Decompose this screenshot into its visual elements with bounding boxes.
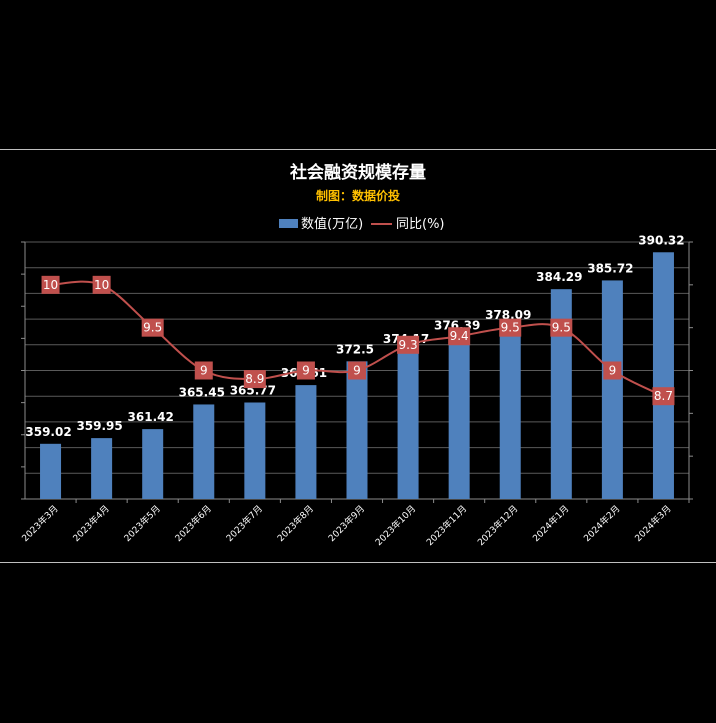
- legend: 数值(万亿) 同比(%): [279, 216, 445, 232]
- x-tick-label: 2023年10月: [373, 503, 419, 549]
- yoy-point-box: [296, 361, 315, 380]
- bar-value-label: 378.09: [485, 308, 531, 322]
- bar: [346, 361, 368, 499]
- x-tick-label: 2024年3月: [632, 503, 673, 544]
- bar: [142, 429, 164, 499]
- yoy-point-box: [41, 275, 60, 294]
- yoy-point-label: 9.5: [143, 321, 162, 335]
- yoy-point-label: 8.7: [654, 389, 673, 403]
- yoy-point-label: 10: [43, 278, 58, 292]
- yoy-point-box: [603, 361, 622, 380]
- bar-value-label: 361.42: [128, 410, 174, 424]
- yoy-point-label: 9.3: [399, 338, 418, 352]
- legend-line-label: 同比(%): [396, 217, 445, 232]
- bar-value-label: 365.45: [179, 385, 225, 399]
- yoy-point-box: [141, 318, 164, 337]
- bar-value-label: 385.72: [587, 261, 633, 275]
- yoy-point-label: 9: [302, 364, 310, 378]
- bar-value-label: 359.02: [25, 425, 71, 439]
- bar: [40, 443, 62, 499]
- yoy-point-label: 9: [353, 364, 361, 378]
- bottom-divider: [0, 562, 716, 563]
- yoy-point-label: 9.4: [450, 329, 469, 343]
- bar: [193, 404, 215, 499]
- bar-value-label: 359.95: [76, 419, 122, 433]
- chart-subtitle: 制图：数据价投: [316, 188, 400, 203]
- legend-bar-label: 数值(万亿): [301, 216, 363, 232]
- top-divider: [0, 149, 716, 150]
- plot-area: 359.02359.95361.42365.45365.77368.61372.…: [19, 233, 693, 548]
- x-tick-label: 2023年5月: [121, 503, 162, 544]
- bar-value-label: 372.5: [336, 342, 374, 356]
- bar-value-label: 384.29: [536, 270, 582, 284]
- bar-value-label: 390.32: [638, 233, 684, 247]
- bar: [652, 252, 674, 499]
- yoy-point-box: [499, 318, 522, 337]
- yoy-point-box: [348, 361, 366, 380]
- yoy-point-box: [92, 275, 111, 294]
- yoy-point-label: 10: [94, 278, 109, 292]
- bar: [244, 402, 266, 499]
- bar: [601, 280, 623, 499]
- chart-title: 社会融资规模存量: [289, 162, 426, 183]
- yoy-point-box: [243, 370, 266, 389]
- x-tick-label: 2023年6月: [172, 503, 213, 544]
- x-tick-label: 2024年1月: [530, 503, 571, 544]
- yoy-point-box: [448, 327, 471, 346]
- bar: [499, 327, 521, 499]
- bar: [550, 289, 572, 499]
- x-tick-label: 2023年12月: [475, 503, 521, 549]
- bar: [295, 385, 317, 499]
- x-tick-label: 2023年4月: [70, 503, 111, 544]
- yoy-point-label: 9.5: [501, 321, 520, 335]
- yoy-point-label: 9: [200, 364, 208, 378]
- x-tick-label: 2024年2月: [581, 503, 622, 544]
- x-tick-label: 2023年11月: [424, 503, 470, 549]
- yoy-point-box: [194, 361, 213, 380]
- x-tick-label: 2023年8月: [275, 503, 316, 544]
- bar: [91, 438, 113, 499]
- legend-bar-swatch: [279, 219, 298, 228]
- yoy-point-label: 9.5: [552, 321, 571, 335]
- yoy-point-box: [652, 387, 675, 406]
- x-tick-label: 2023年3月: [19, 503, 60, 544]
- yoy-point-box: [550, 318, 573, 337]
- x-tick-label: 2023年7月: [224, 503, 265, 544]
- yoy-point-label: 9: [609, 364, 617, 378]
- yoy-point-label: 8.9: [245, 372, 264, 386]
- x-tick-label: 2023年9月: [326, 503, 367, 544]
- bar: [397, 351, 419, 499]
- bar: [448, 337, 470, 499]
- yoy-point-box: [397, 335, 420, 354]
